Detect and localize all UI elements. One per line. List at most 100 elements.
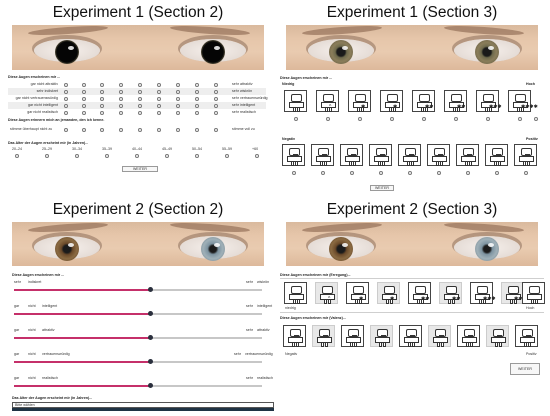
rating-radio[interactable] <box>157 96 161 101</box>
slider-thumb[interactable] <box>147 383 153 389</box>
sam-figure[interactable]: ^ <box>316 90 339 112</box>
rating-radio[interactable] <box>82 110 86 115</box>
slider-thumb[interactable] <box>147 287 153 293</box>
sam-radio[interactable] <box>357 117 362 121</box>
sam-figure[interactable] <box>522 282 545 304</box>
sam-radio[interactable] <box>523 171 528 175</box>
rating-radio[interactable] <box>82 96 86 101</box>
sam-figure[interactable]: ✱✱✱ <box>476 90 502 112</box>
rating-radio[interactable] <box>138 96 142 101</box>
rating-radio[interactable] <box>176 110 180 115</box>
sam-radio[interactable] <box>436 171 441 175</box>
rating-radio[interactable] <box>82 82 86 87</box>
rating-radio[interactable] <box>82 103 86 108</box>
sam-figure[interactable]: ✱✱✱✱ <box>501 282 531 304</box>
sam-figure[interactable] <box>283 325 306 347</box>
age-radio[interactable] <box>15 154 19 158</box>
agree-radio[interactable] <box>64 127 68 132</box>
next-button[interactable]: WEITER <box>122 166 158 172</box>
sam-radio[interactable] <box>494 171 499 175</box>
age-radio[interactable] <box>225 154 229 158</box>
rating-radio[interactable] <box>214 103 218 108</box>
sam-figure[interactable] <box>340 144 363 166</box>
rating-radio[interactable] <box>195 89 199 94</box>
rating-radio[interactable] <box>119 96 123 101</box>
rating-radio[interactable] <box>195 82 199 87</box>
sam-radio[interactable] <box>389 117 394 121</box>
agree-radio[interactable] <box>176 127 180 132</box>
sam-figure[interactable]: ✱✱✱ <box>470 282 496 304</box>
sam-figure[interactable] <box>312 325 335 347</box>
agree-radio[interactable] <box>138 127 142 132</box>
sam-figure[interactable]: ✱✱ <box>444 90 467 112</box>
sam-radio[interactable] <box>293 117 298 121</box>
sam-figure[interactable] <box>370 325 393 347</box>
age-radio[interactable] <box>45 154 49 158</box>
sam-figure[interactable]: ✱ <box>377 282 400 304</box>
agree-radio[interactable] <box>100 127 104 132</box>
rating-radio[interactable] <box>176 89 180 94</box>
rating-radio[interactable] <box>100 89 104 94</box>
sam-figure[interactable]: ✱✱ <box>412 90 435 112</box>
next-button[interactable]: WEITER <box>510 363 540 375</box>
sam-figure[interactable] <box>428 325 451 347</box>
sam-figure[interactable] <box>515 325 538 347</box>
slider-thumb[interactable] <box>147 359 153 365</box>
sam-figure[interactable] <box>485 144 508 166</box>
rating-radio[interactable] <box>100 82 104 87</box>
agree-radio[interactable] <box>82 127 86 132</box>
rating-radio[interactable] <box>214 82 218 87</box>
rating-radio[interactable] <box>176 103 180 108</box>
rating-radio[interactable] <box>64 89 68 94</box>
rating-radio[interactable] <box>119 103 123 108</box>
sam-radio[interactable] <box>421 117 426 121</box>
slider-thumb[interactable] <box>147 311 153 317</box>
sam-figure[interactable]: ^ <box>315 282 338 304</box>
rating-radio[interactable] <box>157 82 161 87</box>
sam-radio[interactable] <box>453 117 458 121</box>
rating-radio[interactable] <box>195 103 199 108</box>
sam-figure[interactable]: ✱✱✱✱ <box>508 90 538 112</box>
rating-radio[interactable] <box>64 96 68 101</box>
sam-figure[interactable] <box>514 144 537 166</box>
sam-radio[interactable] <box>534 117 538 121</box>
age-radio[interactable] <box>105 154 109 158</box>
rating-radio[interactable] <box>138 103 142 108</box>
rating-radio[interactable] <box>82 89 86 94</box>
sam-figure[interactable] <box>486 325 509 347</box>
sam-figure[interactable]: ✱✱ <box>408 282 431 304</box>
rating-radio[interactable] <box>138 89 142 94</box>
rating-radio[interactable] <box>157 103 161 108</box>
rating-radio[interactable] <box>214 110 218 115</box>
sam-figure[interactable] <box>284 282 307 304</box>
sam-figure[interactable] <box>427 144 450 166</box>
rating-radio[interactable] <box>176 82 180 87</box>
rating-radio[interactable] <box>100 96 104 101</box>
rating-radio[interactable] <box>214 96 218 101</box>
sam-figure[interactable] <box>284 90 307 112</box>
rating-radio[interactable] <box>64 82 68 87</box>
rating-radio[interactable] <box>157 110 161 115</box>
sam-figure[interactable] <box>399 325 422 347</box>
sam-radio[interactable] <box>325 117 330 121</box>
rating-radio[interactable] <box>195 96 199 101</box>
sam-radio[interactable] <box>349 171 354 175</box>
age-radio[interactable] <box>165 154 169 158</box>
sam-radio[interactable] <box>485 117 490 121</box>
rating-radio[interactable] <box>119 110 123 115</box>
sam-radio[interactable] <box>517 117 522 121</box>
rating-radio[interactable] <box>119 82 123 87</box>
agree-radio[interactable] <box>214 127 218 132</box>
rating-radio[interactable] <box>119 89 123 94</box>
rating-radio[interactable] <box>214 89 218 94</box>
rating-radio[interactable] <box>157 89 161 94</box>
rating-radio[interactable] <box>138 82 142 87</box>
sam-radio[interactable] <box>378 171 383 175</box>
age-radio[interactable] <box>255 154 259 158</box>
rating-radio[interactable] <box>100 110 104 115</box>
rating-radio[interactable] <box>64 103 68 108</box>
rating-radio[interactable] <box>195 110 199 115</box>
agree-radio[interactable] <box>195 127 199 132</box>
age-radio[interactable] <box>75 154 79 158</box>
sam-figure[interactable]: ✱ <box>380 90 403 112</box>
